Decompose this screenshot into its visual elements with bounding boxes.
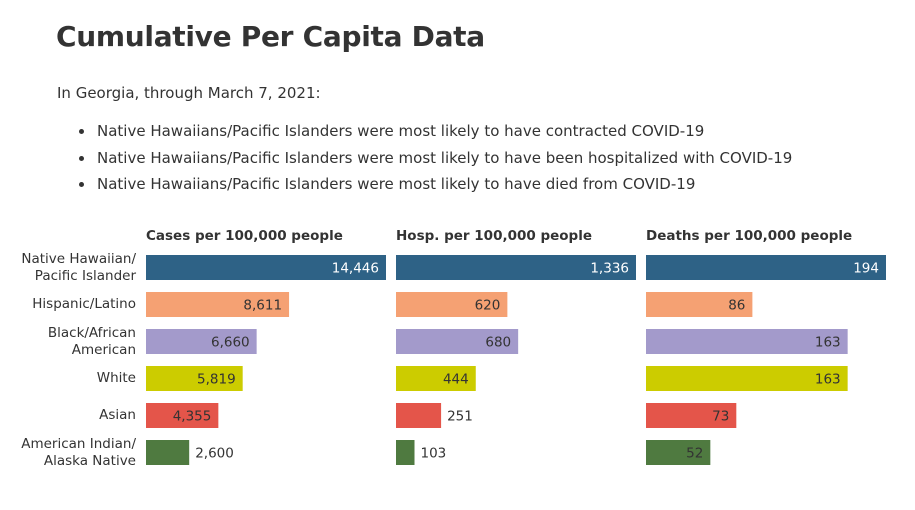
value-label-hospitalizations: 620 bbox=[475, 298, 501, 314]
bar-hospitalizations bbox=[396, 292, 508, 317]
bar-deaths bbox=[646, 329, 848, 354]
panel-title-hospitalizations: Hosp. per 100,000 people bbox=[396, 228, 592, 244]
findings-list: Native Hawaiians/Pacific Islanders were … bbox=[57, 118, 792, 198]
value-label-deaths: 52 bbox=[686, 446, 703, 462]
bar-cases bbox=[146, 440, 190, 465]
category-label-line: White bbox=[96, 370, 136, 386]
bar-cases bbox=[146, 403, 219, 428]
value-label-hospitalizations: 1,336 bbox=[590, 261, 629, 277]
category-label-line: American bbox=[71, 341, 136, 358]
finding-hospitalized: Native Hawaiians/Pacific Islanders were … bbox=[95, 145, 792, 172]
value-label-cases: 8,611 bbox=[243, 298, 282, 314]
bar-deaths bbox=[646, 440, 711, 465]
bar-hospitalizations bbox=[396, 255, 636, 280]
bar-hospitalizations bbox=[396, 440, 415, 465]
category-label-line: Native Hawaiian/ bbox=[21, 250, 136, 267]
bar-deaths bbox=[646, 292, 753, 317]
bar-hospitalizations bbox=[396, 366, 476, 391]
category-label-line: Alaska Native bbox=[43, 452, 136, 469]
bar-hospitalizations bbox=[396, 403, 442, 428]
value-label-deaths: 163 bbox=[815, 372, 841, 388]
bar-hospitalizations bbox=[396, 329, 519, 354]
value-label-deaths: 163 bbox=[815, 335, 841, 351]
panel-title-deaths: Deaths per 100,000 people bbox=[646, 228, 852, 244]
value-label-cases: 5,819 bbox=[197, 372, 236, 388]
category-label: White bbox=[0, 370, 136, 387]
category-label: Hispanic/Latino bbox=[0, 296, 136, 313]
value-label-deaths: 86 bbox=[728, 298, 745, 314]
bar-deaths bbox=[646, 366, 848, 391]
value-label-hospitalizations: 103 bbox=[421, 446, 447, 462]
panel-title-cases: Cases per 100,000 people bbox=[146, 228, 343, 244]
category-label: Native Hawaiian/Pacific Islander bbox=[0, 251, 136, 285]
category-label-line: Hispanic/Latino bbox=[32, 296, 136, 312]
bar-cases bbox=[146, 292, 290, 317]
bar-cases bbox=[146, 329, 257, 354]
value-label-cases: 6,660 bbox=[211, 335, 250, 351]
category-label-line: Pacific Islander bbox=[34, 267, 136, 284]
category-label-line: Black/African bbox=[47, 324, 136, 341]
category-label-line: Asian bbox=[99, 407, 136, 423]
category-label: Asian bbox=[0, 407, 136, 424]
finding-cases: Native Hawaiians/Pacific Islanders were … bbox=[95, 118, 792, 145]
finding-deaths: Native Hawaiians/Pacific Islanders were … bbox=[95, 171, 792, 198]
category-label: American Indian/Alaska Native bbox=[0, 436, 136, 470]
value-label-hospitalizations: 680 bbox=[485, 335, 511, 351]
value-label-hospitalizations: 251 bbox=[447, 409, 473, 425]
bar-deaths bbox=[646, 255, 886, 280]
value-label-cases: 14,446 bbox=[332, 261, 379, 277]
value-label-hospitalizations: 444 bbox=[443, 372, 469, 388]
intro-text: In Georgia, through March 7, 2021: bbox=[57, 84, 321, 102]
bar-cases bbox=[146, 255, 386, 280]
value-label-cases: 2,600 bbox=[195, 446, 234, 462]
value-label-cases: 4,355 bbox=[173, 409, 212, 425]
bar-cases bbox=[146, 366, 243, 391]
value-label-deaths: 194 bbox=[853, 261, 879, 277]
bar-deaths bbox=[646, 403, 737, 428]
value-label-deaths: 73 bbox=[712, 409, 729, 425]
category-label: Black/African American bbox=[0, 325, 136, 359]
category-label-line: American Indian/ bbox=[21, 435, 136, 452]
page-title: Cumulative Per Capita Data bbox=[56, 20, 485, 53]
